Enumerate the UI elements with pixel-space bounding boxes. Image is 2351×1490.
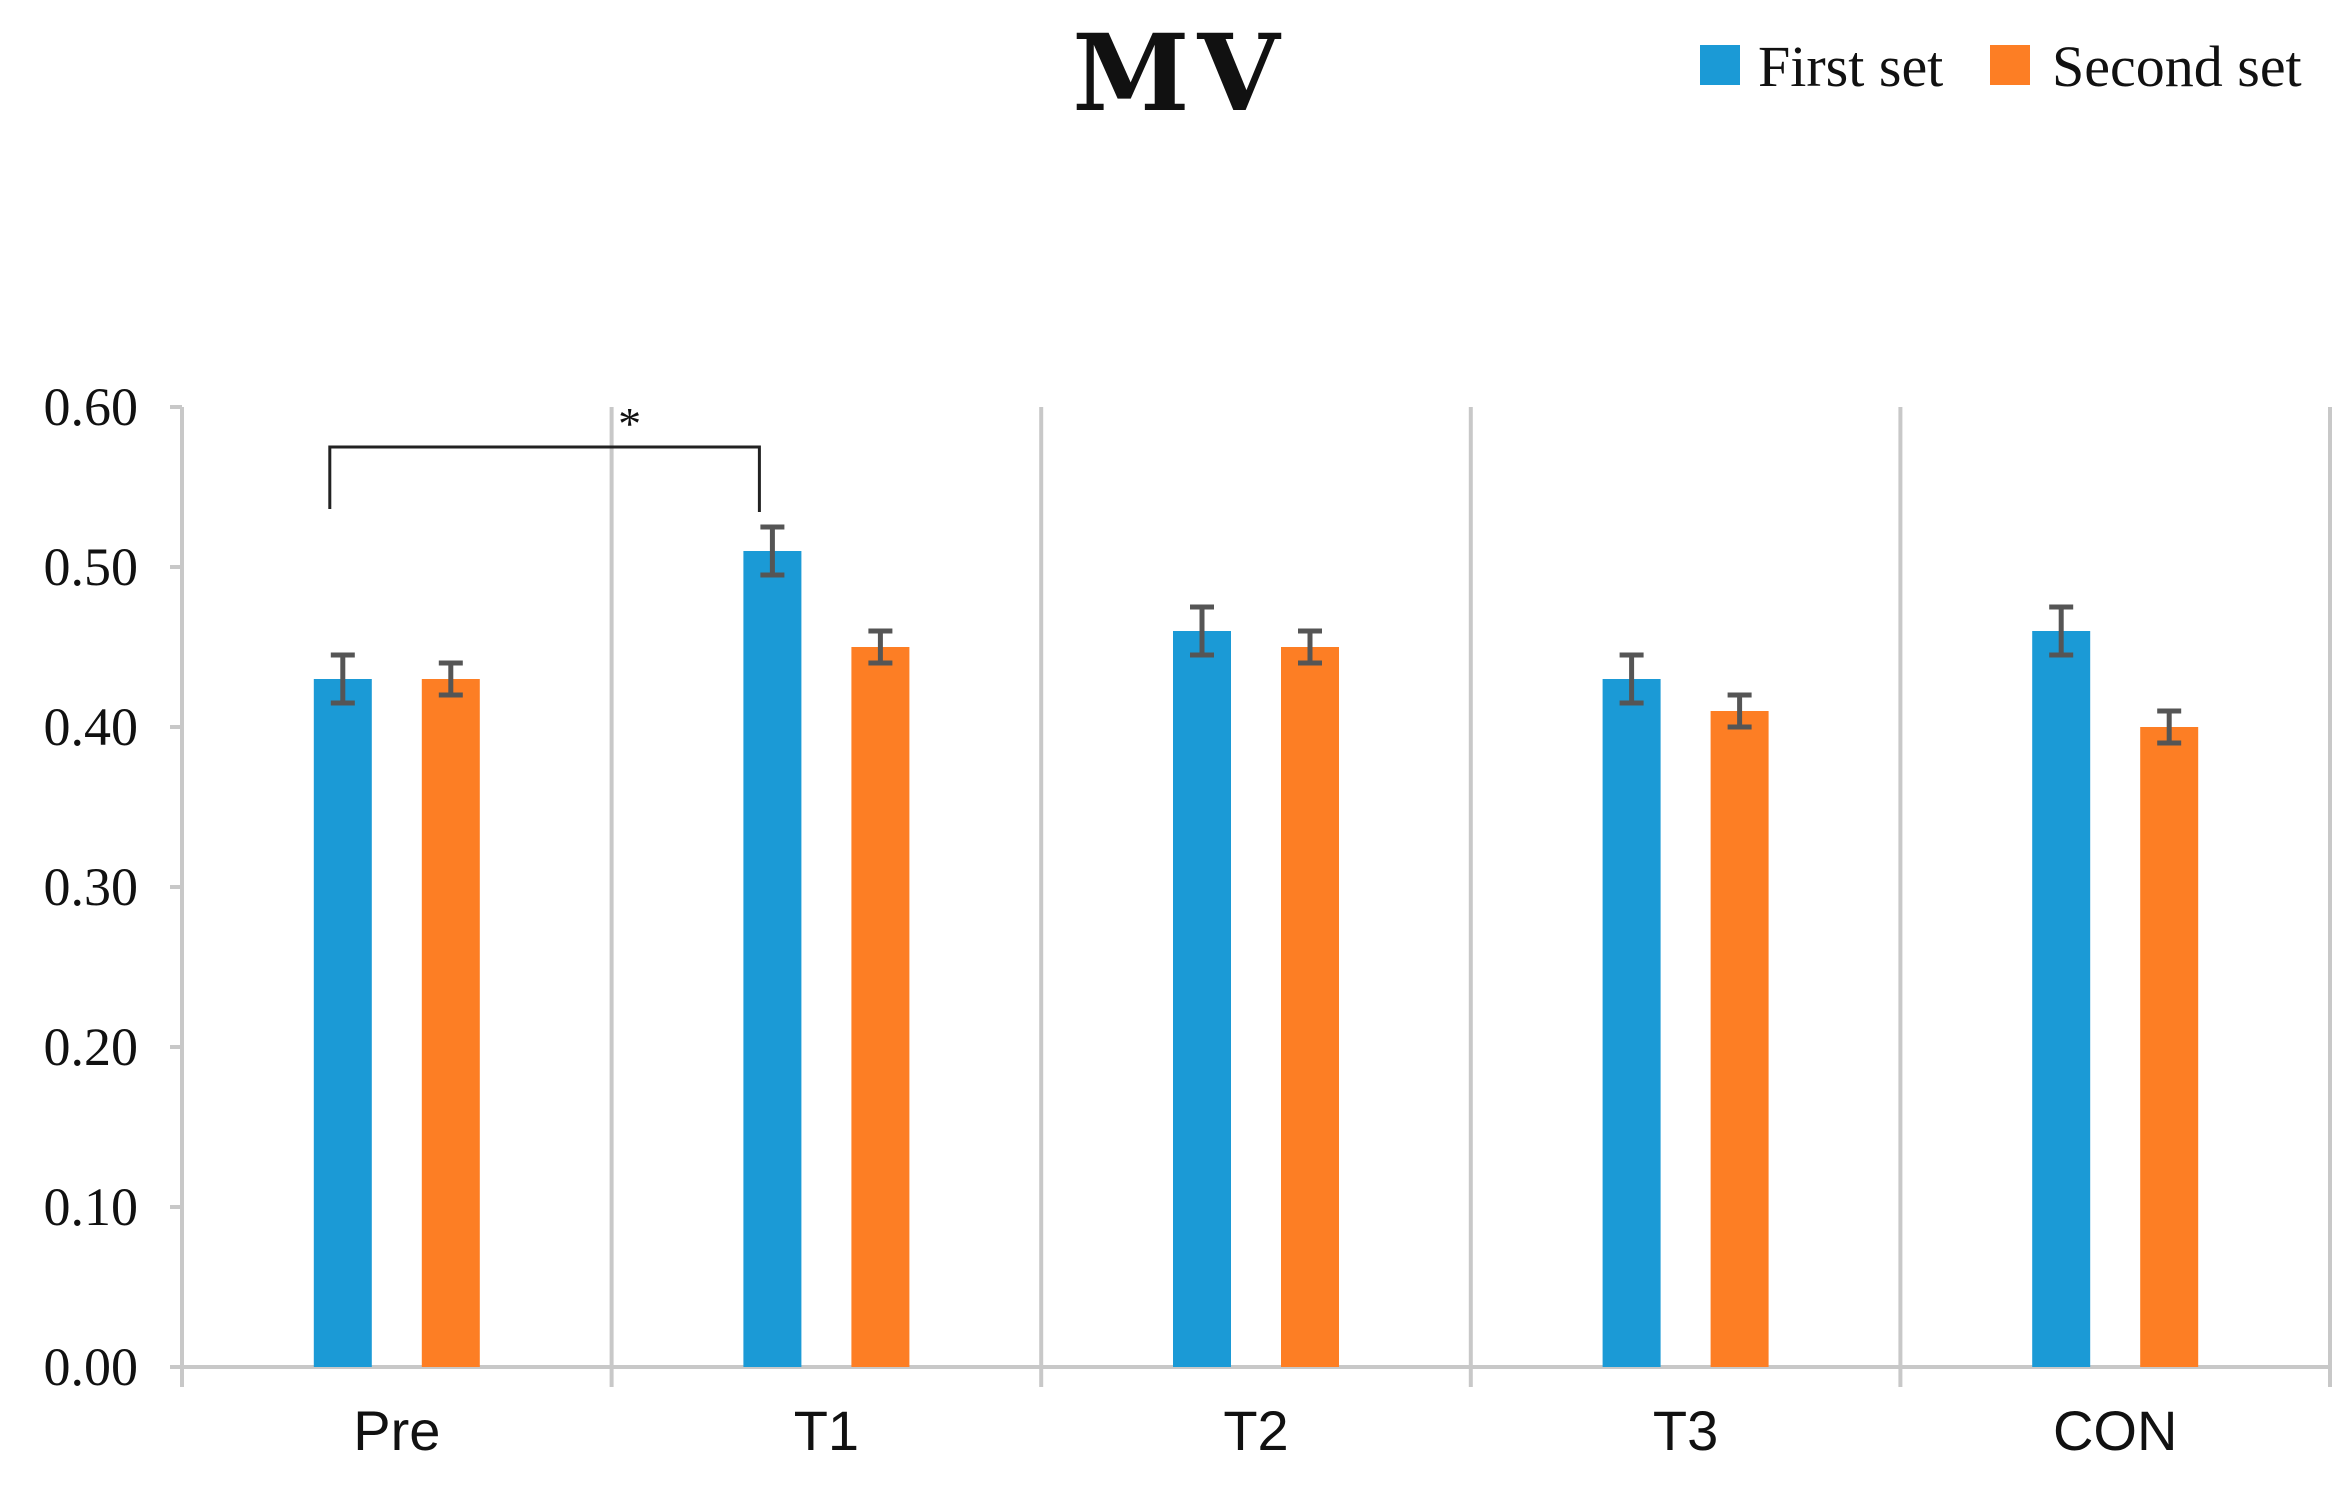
error-bar-second-set-t1 — [868, 628, 893, 666]
legend-label-second-set: Second set — [2052, 34, 2302, 99]
y-tick-label: 0.30 — [44, 857, 139, 917]
y-tick-label: 0.00 — [44, 1337, 139, 1397]
error-bar-second-set-t2 — [1298, 628, 1322, 666]
error-bar-first-set-t2 — [1190, 604, 1214, 658]
y-tick-label: 0.60 — [44, 377, 139, 437]
significance-label: * — [618, 398, 641, 449]
significance-bracket-line — [328, 445, 761, 512]
error-bar-first-set-con — [2049, 604, 2074, 658]
x-tick-label-pre: Pre — [353, 1399, 440, 1462]
bar-first-set-con — [2032, 631, 2091, 1367]
chart-title: MV — [1072, 10, 1288, 135]
bar-first-set-t2 — [1173, 631, 1231, 1367]
error-bar-first-set-pre — [330, 652, 355, 706]
bar-second-set-con — [2140, 727, 2199, 1367]
error-bar-second-set-t3 — [1727, 692, 1752, 730]
error-bar-first-set-t1 — [760, 524, 785, 578]
bar-second-set-t3 — [1710, 711, 1769, 1367]
error-bar-second-set-pre — [438, 660, 463, 698]
legend-swatch-first-set — [1700, 45, 1740, 85]
bar-second-set-t2 — [1281, 647, 1339, 1367]
error-bars — [330, 524, 2182, 746]
bars — [313, 551, 2199, 1367]
bar-second-set-t1 — [851, 647, 910, 1367]
y-axis: 0.00 0.10 0.20 0.30 0.40 0.50 0.60 — [44, 377, 184, 1397]
bar-first-set-t3 — [1602, 679, 1661, 1367]
error-bar-second-set-con — [2157, 708, 2182, 746]
error-bar-first-set-t3 — [1619, 652, 1644, 706]
legend: First set Second set — [1700, 34, 2302, 99]
bar-second-set-pre — [421, 679, 480, 1367]
y-tick-label: 0.10 — [44, 1177, 139, 1237]
x-tick-label-t2: T2 — [1223, 1399, 1288, 1462]
x-tick-label-t1: T1 — [794, 1399, 859, 1462]
y-tick-label: 0.20 — [44, 1017, 139, 1077]
legend-swatch-second-set — [1990, 45, 2030, 85]
y-tick-label: 0.50 — [44, 537, 139, 597]
bar-first-set-t1 — [743, 551, 802, 1367]
legend-label-first-set: First set — [1758, 34, 1943, 99]
y-tick-label: 0.40 — [44, 697, 139, 757]
x-tick-label-t3: T3 — [1653, 1399, 1718, 1462]
significance-bracket: * — [328, 398, 761, 512]
x-tick-label-con: CON — [2053, 1399, 2177, 1462]
bar-first-set-pre — [313, 679, 372, 1367]
x-axis: Pre T1 T2 T3 CON — [180, 407, 2332, 1462]
annotations: * — [328, 398, 761, 512]
